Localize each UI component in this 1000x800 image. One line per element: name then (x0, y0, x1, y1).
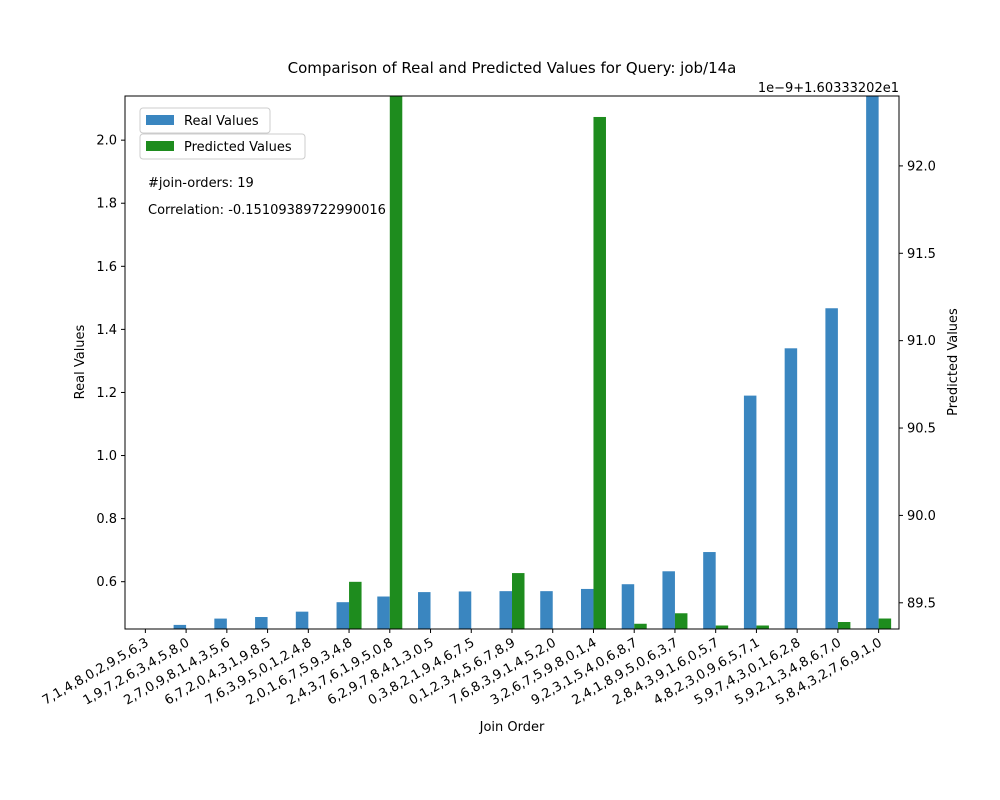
legend-predicted-label: Predicted Values (184, 140, 292, 155)
x-axis-label: Join Order (479, 720, 545, 735)
left-tick-label: 1.4 (96, 323, 117, 338)
legend-real: Real Values (139, 107, 271, 134)
real-value-bar (336, 602, 350, 629)
right-tick-label: 91.0 (907, 334, 936, 349)
left-tick-label: 0.6 (96, 575, 117, 590)
real-value-bar (295, 611, 309, 629)
predicted-value-bar (593, 116, 606, 630)
right-tick-label: 92.0 (907, 159, 936, 174)
right-tick-label: 90.5 (907, 422, 936, 437)
right-tick-label: 90.0 (907, 509, 936, 524)
real-value-bar (743, 395, 757, 629)
predicted-value-bar (389, 96, 403, 629)
left-tick-label: 0.8 (96, 512, 117, 527)
predicted-value-bar (674, 613, 688, 629)
real-value-bar (418, 592, 431, 629)
right-tick-label: 91.5 (907, 247, 936, 262)
real-value-bar (499, 591, 512, 629)
x-axis-ticks: 7,1,4,8,0,2,9,5,6,31,9,7,2,6,3,4,5,8,02,… (40, 629, 885, 708)
predicted-value-bar (837, 622, 851, 629)
real-value-bar (621, 584, 635, 629)
predicted-value-bar (634, 623, 647, 629)
predicted-value-bar (512, 573, 525, 629)
bar-marks (173, 96, 892, 630)
legend-real-label: Real Values (184, 114, 259, 129)
left-tick-label: 1.0 (96, 449, 117, 464)
real-value-bar (662, 571, 675, 629)
y-axis-label-right: Predicted Values (946, 308, 961, 416)
real-value-bar (866, 96, 879, 629)
real-value-bar (825, 308, 838, 629)
real-value-bar (458, 591, 472, 629)
predicted-value-bar (349, 581, 362, 629)
real-value-bar (540, 591, 553, 629)
real-value-bar (255, 617, 268, 629)
predicted-value-bar (756, 625, 769, 629)
left-tick-label: 1.6 (96, 260, 117, 275)
chart-title: Comparison of Real and Predicted Values … (288, 59, 737, 77)
legend-predicted-swatch (146, 141, 174, 151)
real-value-bar (784, 348, 798, 629)
real-value-bar (214, 618, 227, 629)
left-tick-label: 1.8 (96, 197, 117, 212)
correlation-annotation: Correlation: -0.15109389722990016 (148, 203, 386, 218)
real-value-bar (580, 588, 594, 629)
real-value-bar (377, 596, 390, 629)
real-value-bar (173, 624, 187, 629)
right-axis-ticks: 89.5 90.0 90.5 91.0 91.5 92.0 (899, 159, 936, 611)
y-axis-label-left: Real Values (73, 324, 88, 399)
left-tick-label: 2.0 (96, 134, 117, 149)
predicted-value-bar (878, 618, 892, 629)
real-value-bar (703, 552, 716, 629)
left-axis-ticks: 0.6 0.8 1.0 1.2 1.4 1.6 1.8 2.0 (96, 134, 125, 590)
predicted-value-bar (715, 625, 729, 629)
left-tick-label: 1.2 (96, 386, 117, 401)
join-orders-annotation: #join-orders: 19 (148, 176, 254, 191)
right-tick-label: 89.5 (907, 596, 936, 611)
legend-real-swatch (146, 115, 174, 125)
right-axis-offset: 1e−9+1.60333202e1 (758, 81, 899, 96)
legend-predicted: Predicted Values (139, 133, 306, 160)
